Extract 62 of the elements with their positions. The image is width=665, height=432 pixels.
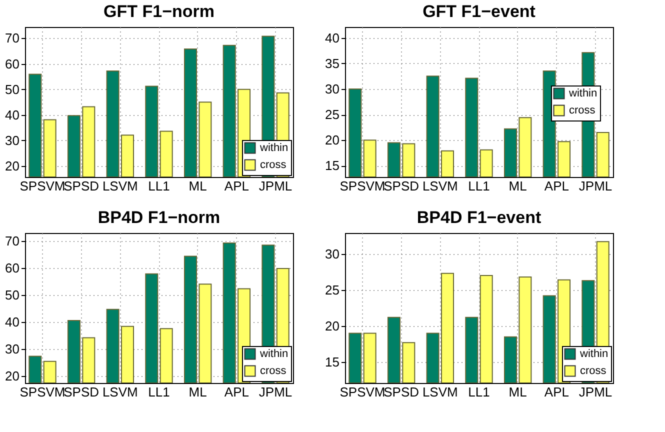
y-tick-label: 50 xyxy=(5,82,20,97)
y-tick-label: 35 xyxy=(325,56,340,71)
x-tick-label: LSVM xyxy=(422,384,458,400)
y-tick-label: 30 xyxy=(325,81,340,96)
x-tick-label: SPSD xyxy=(64,384,100,400)
y-tick-label: 15 xyxy=(325,158,340,174)
x-tick-label: SPSVM xyxy=(340,384,386,400)
x-tick-label: SPSD xyxy=(384,384,420,400)
x-tick-label: APL xyxy=(224,384,249,400)
x-tick-label: LL1 xyxy=(468,384,490,400)
y-tick-label: 25 xyxy=(325,107,340,122)
x-tick-label: SPSD xyxy=(64,178,100,194)
y-tick-label: 20 xyxy=(5,158,20,174)
x-tick-label: LL1 xyxy=(148,178,170,194)
x-tick-label: ML xyxy=(508,178,527,194)
x-tick-label: SPSD xyxy=(384,178,420,194)
chart-title: BP4D F1−event xyxy=(416,208,542,227)
legend-label: within xyxy=(579,348,608,360)
chart-title: GFT F1−event xyxy=(422,2,536,21)
legend-label: cross xyxy=(580,365,607,377)
y-tick-label: 30 xyxy=(5,132,20,148)
x-tick-label: SPSVM xyxy=(340,178,386,194)
x-tick-label: ML xyxy=(188,384,207,400)
y-tick-label: 50 xyxy=(5,288,20,303)
chart-title: BP4D F1−norm xyxy=(98,208,220,227)
x-tick-label: LL1 xyxy=(148,384,170,400)
chart-title: GFT F1−norm xyxy=(104,2,214,21)
x-tick-label: ML xyxy=(508,384,527,400)
x-tick-label: SPSVM xyxy=(20,178,66,194)
y-tick-label: 70 xyxy=(5,30,20,46)
legend-label: cross xyxy=(260,159,287,171)
x-tick-label: JPML xyxy=(258,384,292,400)
x-tick-label: LSVM xyxy=(422,178,458,194)
y-tick-label: 20 xyxy=(325,132,340,148)
y-tick-label: 30 xyxy=(325,246,340,262)
legend-label: within xyxy=(568,88,598,100)
x-tick-label: LSVM xyxy=(102,178,138,194)
y-tick-label: 40 xyxy=(5,314,20,330)
y-tick-label: 70 xyxy=(5,233,20,248)
y-tick-label: 25 xyxy=(325,282,340,298)
y-tick-label: 20 xyxy=(325,318,340,334)
x-tick-label: JPML xyxy=(578,178,612,194)
x-tick-label: APL xyxy=(544,384,569,400)
legend-label: within xyxy=(259,142,288,154)
x-tick-label: ML xyxy=(188,178,207,194)
y-tick-label: 60 xyxy=(5,260,20,276)
y-tick-label: 20 xyxy=(5,368,20,384)
y-tick-label: 40 xyxy=(5,107,20,122)
y-tick-label: 30 xyxy=(5,342,20,357)
y-tick-label: 15 xyxy=(325,354,340,370)
x-tick-label: JPML xyxy=(258,178,292,194)
legend-label: cross xyxy=(569,104,596,116)
x-tick-label: LL1 xyxy=(468,178,490,194)
x-tick-label: APL xyxy=(224,178,249,194)
legend-label: within xyxy=(259,348,288,360)
x-tick-label: SPSVM xyxy=(20,384,66,400)
legend-label: cross xyxy=(260,365,287,377)
x-tick-label: APL xyxy=(544,178,569,194)
x-tick-label: LSVM xyxy=(102,384,138,400)
y-tick-label: 40 xyxy=(325,30,340,46)
x-tick-label: JPML xyxy=(578,384,612,400)
y-tick-label: 60 xyxy=(5,56,20,72)
